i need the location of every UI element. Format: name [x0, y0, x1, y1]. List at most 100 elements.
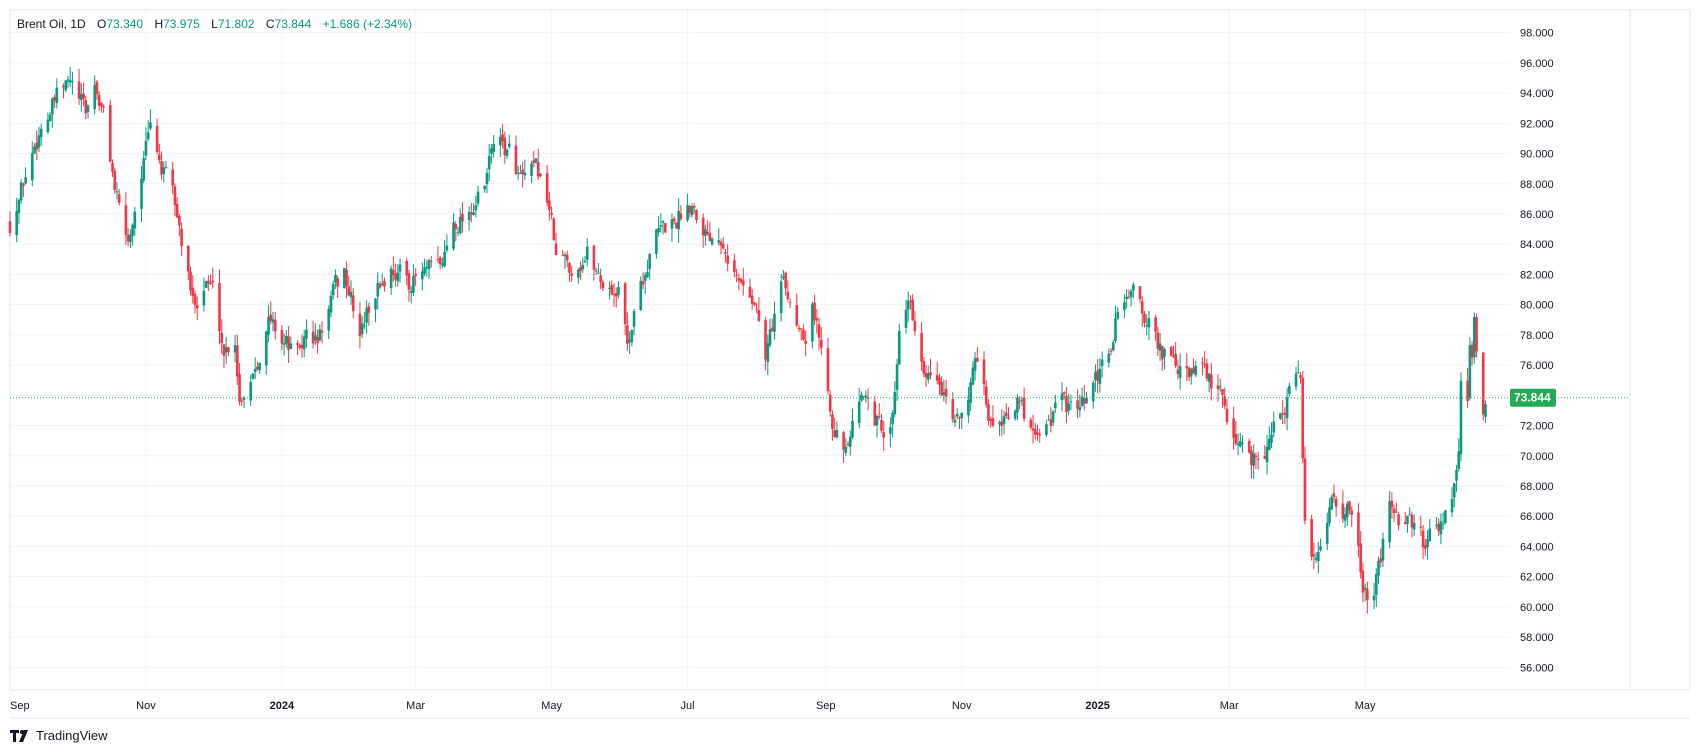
- candle-up: [891, 412, 894, 425]
- candle-down: [108, 105, 112, 162]
- price-tick-label: 68.000: [1520, 481, 1554, 493]
- price-tick-label: 86.000: [1520, 209, 1554, 221]
- candle-down: [1174, 353, 1177, 366]
- candle-up: [1116, 311, 1120, 319]
- candle-down: [940, 381, 943, 396]
- candle-down: [911, 299, 914, 321]
- candle-up: [487, 155, 491, 170]
- candle-up: [1363, 587, 1367, 590]
- candle-up: [233, 345, 237, 353]
- candle-down: [97, 94, 101, 106]
- candle-up: [131, 224, 134, 236]
- last-price-tag: 73.844: [1510, 388, 1556, 407]
- candle-up: [1163, 349, 1166, 357]
- price-axis[interactable]: 56.000 58.000 60.000 62.000 64.000 66.000 68.0…: [1520, 28, 1554, 675]
- candle-up: [162, 167, 166, 174]
- candle-down: [311, 331, 315, 344]
- candle-up: [365, 307, 368, 323]
- candle-up: [129, 234, 132, 243]
- candle-down: [1185, 365, 1189, 369]
- candle-up: [1285, 397, 1289, 419]
- candle-down: [521, 169, 524, 175]
- candle-up: [1189, 369, 1193, 377]
- candle-down: [180, 228, 183, 247]
- candle-down: [1263, 456, 1267, 459]
- time-axis[interactable]: Sep Nov 2024 Mar May Jul Sep Nov 2025 Mar May: [10, 700, 1376, 712]
- candle-up: [960, 412, 964, 419]
- brand-name: TradingView: [36, 728, 108, 743]
- candle-down: [218, 282, 221, 332]
- candle-down: [514, 145, 518, 175]
- candle-up: [608, 287, 611, 289]
- candle-down: [414, 273, 417, 276]
- candle-down: [920, 332, 923, 362]
- candle-down: [735, 274, 738, 276]
- candle-down: [392, 269, 395, 276]
- candle-down: [296, 343, 299, 345]
- candle-down: [737, 278, 741, 281]
- candle-up: [1441, 523, 1445, 525]
- candle-up: [66, 79, 70, 82]
- candle-up: [710, 238, 714, 245]
- time-tick-label: May: [1355, 700, 1376, 712]
- candle-up: [318, 329, 322, 341]
- price-tick-label: 90.000: [1520, 149, 1554, 161]
- candle-up: [686, 205, 689, 221]
- candle-up: [779, 281, 783, 314]
- candle-down: [612, 294, 616, 296]
- candle-up: [773, 313, 776, 332]
- tradingview-branding[interactable]: TradingView: [10, 728, 108, 743]
- candle-down: [724, 252, 727, 254]
- candle-down: [1256, 458, 1260, 460]
- candle-down: [1033, 429, 1037, 435]
- candle-up: [331, 284, 335, 296]
- candle-down: [592, 245, 596, 270]
- candle-down: [1038, 434, 1042, 436]
- candle-up: [37, 135, 41, 148]
- candle-up: [412, 276, 415, 293]
- candle-up: [690, 206, 694, 216]
- candle-down: [817, 324, 821, 338]
- candle-up: [1328, 507, 1331, 524]
- candle-down: [1366, 588, 1369, 601]
- candle-up: [864, 395, 868, 398]
- candle-down: [1403, 522, 1407, 525]
- candle-up: [485, 173, 489, 185]
- candle-down: [345, 269, 348, 286]
- candle-down: [175, 204, 179, 218]
- candle-down: [706, 231, 709, 234]
- candle-up: [670, 219, 674, 229]
- candlestick-series: [8, 66, 1487, 614]
- candle-down: [1225, 408, 1229, 422]
- candle-up: [505, 149, 509, 156]
- symbol-name[interactable]: Brent Oil, 1D: [17, 17, 86, 31]
- candle-up: [1455, 469, 1458, 481]
- candle-up: [48, 114, 52, 121]
- candle-down: [454, 224, 458, 230]
- candle-down: [545, 173, 549, 203]
- candle-down: [788, 302, 792, 304]
- candle-down: [1301, 377, 1305, 459]
- candle-up: [1239, 440, 1242, 447]
- candle-up: [86, 105, 90, 112]
- candle-up: [343, 268, 346, 289]
- candle-down: [207, 280, 210, 284]
- candle-down: [579, 267, 582, 272]
- candle-down: [1410, 515, 1414, 528]
- candle-down: [1210, 374, 1213, 389]
- candle-down: [786, 291, 790, 299]
- price-tick-label: 70.000: [1520, 451, 1554, 463]
- candle-down: [501, 134, 504, 142]
- candle-down: [1221, 388, 1224, 395]
- candle-down: [1379, 558, 1383, 563]
- candle-up: [704, 229, 707, 236]
- candle-up: [80, 94, 83, 101]
- candle-down: [1065, 396, 1068, 412]
- candle-down: [1216, 385, 1220, 390]
- candle-up: [202, 290, 206, 306]
- candle-down: [209, 282, 212, 284]
- candle-down: [873, 401, 877, 426]
- candle-up: [389, 268, 393, 289]
- candle-up: [1270, 434, 1273, 443]
